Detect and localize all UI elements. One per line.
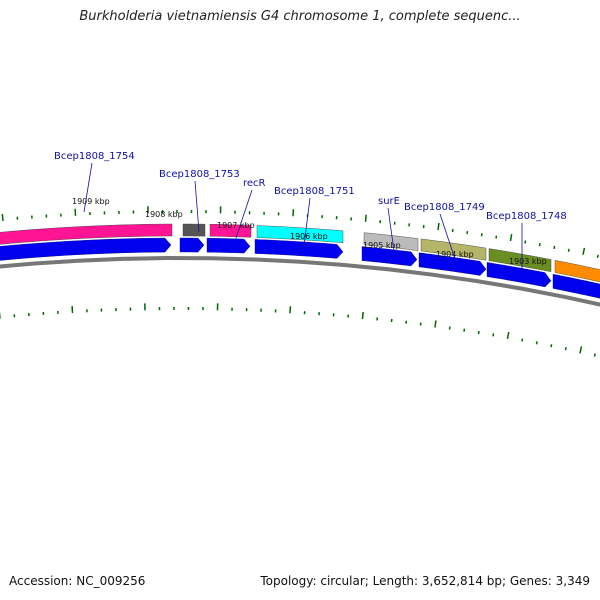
gene-label-leader [235,189,253,239]
kbp-tick-label: 1907 kbp [217,221,255,230]
gene-label[interactable]: Bcep1808_1748 [486,211,567,222]
tick-mark [1,213,4,222]
feature-block[interactable] [488,248,552,272]
cds-arrow[interactable] [179,237,205,253]
tick-mark [437,222,440,231]
kbp-tick-label: 1908 kbp [145,210,183,219]
feature-block[interactable] [256,225,344,244]
gene-label-leader [303,197,311,247]
tick-mark [538,243,541,247]
tick-mark [509,233,513,242]
backbone-layer [0,256,600,307]
map-title: Burkholderia vietnamiensis G4 chromosome… [79,9,521,24]
tick-mark [506,331,510,340]
tick-mark [564,347,567,351]
gene-label[interactable]: surE [378,196,400,207]
cds-arrow[interactable] [254,239,344,259]
kbp-tick-label: 1904 kbp [436,250,474,259]
tick-mark [593,353,596,357]
feature-block[interactable] [420,238,487,261]
kbp-tick-label: 1909 kbp [72,197,110,206]
cds-arrow[interactable] [418,252,487,276]
topology-text: Topology: circular; Length: 3,652,814 bp… [260,574,590,588]
gene-label-leader [83,162,93,213]
tick-mark [535,341,538,345]
tick-mark [361,311,364,319]
accession-text: Accession: NC_009256 [9,574,146,588]
feature-block[interactable] [209,223,252,238]
tick-mark [596,254,599,258]
tick-mark [582,247,586,255]
feature-block[interactable] [182,223,206,237]
tick-mark [579,346,583,354]
cds-arrow[interactable] [206,238,251,254]
gene-label[interactable]: recR [243,178,266,189]
cds-arrow[interactable] [361,246,418,267]
gene-label-leader [194,180,200,233]
feature-block[interactable] [363,232,419,251]
feature-block[interactable] [554,260,600,284]
kbp-tick-label: 1903 kbp [509,257,547,266]
kbp-tick-label: 1906 kbp [290,232,328,241]
tick-mark [364,214,367,222]
cds-arrow-layer [0,237,600,300]
gene-label[interactable]: Bcep1808_1754 [54,151,135,162]
tick-mark [524,240,527,244]
tick-mark [521,338,524,342]
gene-label-leader [439,213,457,263]
gene-label[interactable]: Bcep1808_1749 [404,202,485,213]
tick-mark [492,333,495,337]
tick-mark [553,245,556,250]
cds-arrow[interactable] [486,262,552,288]
tick-mark [567,248,570,252]
cds-arrow[interactable] [552,273,600,300]
gene-label[interactable]: Bcep1808_1751 [274,186,355,197]
cds-arrow[interactable] [0,237,172,261]
tick-mark [434,320,437,328]
feature-layer [0,223,600,284]
kbp-tick-label: 1905 kbp [363,241,401,250]
gene-label-leader [387,207,396,259]
feature-block[interactable] [0,223,173,245]
chromosome-backbone [0,256,600,307]
tick-mark [550,344,553,348]
gene-label[interactable]: Bcep1808_1753 [159,169,240,180]
label-layer: 1909 kbp 1908 kbp 1907 kbp 1906 kbp 1905 kbp… [54,151,567,270]
